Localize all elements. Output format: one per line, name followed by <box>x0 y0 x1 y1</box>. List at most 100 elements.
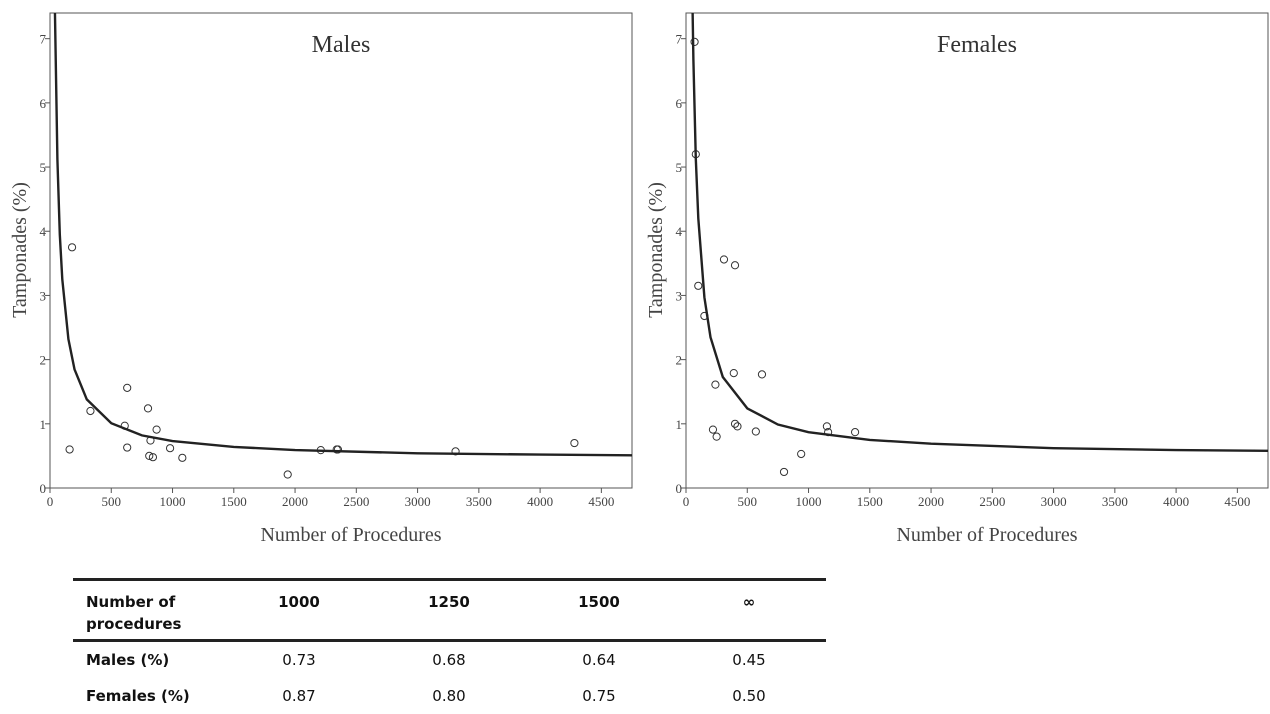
table-cell: 0.68 <box>432 651 466 669</box>
x-tick-label: 4500 <box>588 494 614 509</box>
x-tick-label: 0 <box>47 494 54 509</box>
y-tick-label: 1 <box>676 417 683 432</box>
table-cell: 0.64 <box>582 651 616 669</box>
data-point <box>451 447 460 456</box>
x-tick-label: 2500 <box>979 494 1005 509</box>
header-cell: 1000 <box>278 593 320 611</box>
data-point <box>570 438 579 448</box>
data-point <box>694 281 703 290</box>
x-axis-label: Number of Procedures <box>260 524 441 546</box>
chart-title: Females <box>937 32 1017 58</box>
y-tick-label: 6 <box>676 96 683 111</box>
header-cell: ∞ <box>742 593 756 611</box>
table-cell: Females (%) <box>86 687 190 705</box>
y-tick-label: 6 <box>40 96 47 111</box>
data-point <box>719 255 729 264</box>
x-tick-label: 1500 <box>857 494 883 509</box>
data-point <box>123 383 132 392</box>
y-tick-label: 7 <box>676 32 683 47</box>
table-cell: 0.50 <box>732 687 766 705</box>
y-tick-label: 4 <box>676 224 683 239</box>
y-tick-label: 1 <box>40 417 47 432</box>
chart-panel: 0 500 1000 1500 2000 2500 3000 3500 4000 4500 0 1 2 3… <box>9 12 633 546</box>
y-tick-label: 0 <box>40 481 47 496</box>
data-point <box>711 380 720 389</box>
x-tick-label: 3000 <box>405 494 431 509</box>
data-point <box>152 425 161 434</box>
x-tick-label: 4000 <box>1163 494 1189 509</box>
data-point <box>757 370 767 379</box>
x-tick-label: 4000 <box>527 494 553 509</box>
plot-frame <box>49 12 633 489</box>
table-cell: 0.73 <box>282 651 316 669</box>
data-point <box>165 444 175 453</box>
chart-panel: 0 500 1000 1500 2000 2500 3000 3500 4000 4500 0 1 2 3… <box>645 12 1269 546</box>
header-cell: 1250 <box>428 593 470 611</box>
x-axis-label: Number of Procedures <box>896 524 1077 546</box>
x-tick-label: 2000 <box>282 494 308 509</box>
x-tick-label: 3000 <box>1041 494 1067 509</box>
summary-table: Number of procedures 1000 1250 1500 ∞ Males (… <box>73 578 826 714</box>
y-tick-label: 2 <box>676 353 683 368</box>
y-tick-label: 5 <box>676 160 683 175</box>
y-tick-label: 7 <box>40 32 47 47</box>
table-row: Females (%) 0.87 0.80 0.75 0.50 <box>73 678 826 714</box>
x-tick-label: 3500 <box>1102 494 1128 509</box>
x-tick-label: 1000 <box>160 494 186 509</box>
x-tick-label: 0 <box>683 494 690 509</box>
data-point <box>730 261 740 270</box>
data-point <box>333 445 343 454</box>
data-point <box>123 443 132 452</box>
x-tick-label: 3500 <box>466 494 492 509</box>
x-tick-label: 2000 <box>918 494 944 509</box>
data-point <box>822 422 832 431</box>
data-point <box>779 467 789 477</box>
plot-frame <box>685 12 1269 489</box>
y-tick-label: 3 <box>40 288 47 303</box>
table-cell: Males (%) <box>86 651 170 669</box>
table-cell: 0.75 <box>582 687 616 705</box>
y-tick-label: 0 <box>676 481 683 496</box>
data-point <box>733 422 742 431</box>
data-point <box>729 369 738 378</box>
x-tick-label: 1000 <box>796 494 822 509</box>
y-tick-label: 5 <box>40 160 47 175</box>
y-tick-label: 4 <box>40 224 47 239</box>
y-axis-label: Tamponades (%) <box>645 182 667 318</box>
x-tick-label: 2500 <box>343 494 369 509</box>
data-point <box>751 427 760 436</box>
x-tick-label: 4500 <box>1224 494 1250 509</box>
data-point <box>65 445 74 454</box>
y-axis-label: Tamponades (%) <box>9 182 31 318</box>
data-point <box>708 425 718 434</box>
data-point <box>178 453 187 462</box>
data-point <box>143 404 153 413</box>
data-point <box>797 449 806 459</box>
table-cell: 0.80 <box>432 687 466 705</box>
data-point <box>148 453 158 462</box>
charts: 0 500 1000 1500 2000 2500 3000 3500 4000 45000123… <box>9 12 1269 546</box>
table-row: Males (%) 0.73 0.68 0.64 0.45 <box>73 642 826 678</box>
x-tick-label: 1500 <box>221 494 247 509</box>
table-header: Number of procedures 1000 1250 1500 ∞ <box>73 578 826 642</box>
y-tick-label: 2 <box>40 353 47 368</box>
data-point <box>690 37 699 46</box>
fit-curve <box>53 13 632 457</box>
data-point <box>850 428 860 437</box>
data-point <box>67 243 77 252</box>
x-tick-label: 500 <box>738 494 758 509</box>
header-cell: Number of procedures <box>86 593 182 633</box>
x-tick-label: 500 <box>102 494 122 509</box>
table-cell: 0.45 <box>732 651 766 669</box>
chart-title: Males <box>312 32 371 58</box>
fit-curve <box>691 13 1268 452</box>
data-point <box>86 406 95 416</box>
data-point <box>283 470 292 479</box>
data-point <box>712 432 721 441</box>
table-cell: 0.87 <box>282 687 316 705</box>
y-tick-label: 3 <box>676 288 683 303</box>
data-point <box>730 419 740 428</box>
header-cell: 1500 <box>578 593 620 611</box>
data-point <box>145 451 154 461</box>
